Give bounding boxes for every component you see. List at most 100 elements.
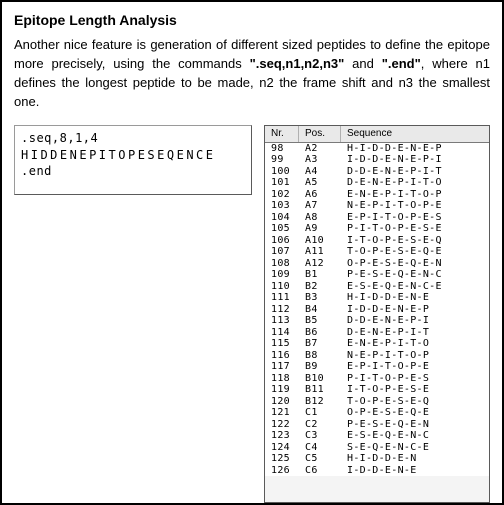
cell-nr: 98 [265, 143, 299, 155]
cell-pos: A11 [299, 246, 341, 258]
input-line-3: .end [21, 163, 245, 179]
cell-nr: 104 [265, 212, 299, 224]
cell-pos: A12 [299, 258, 341, 270]
cell-seq: N-E-P-I-T-O-P-E [341, 200, 489, 212]
cell-nr: 116 [265, 350, 299, 362]
table-row[interactable]: 109B1P-E-S-E-Q-E-N-C [265, 269, 489, 281]
cell-nr: 122 [265, 419, 299, 431]
table-row[interactable]: 104A8E-P-I-T-O-P-E-S [265, 212, 489, 224]
cell-nr: 102 [265, 189, 299, 201]
cell-seq: I-D-D-E-N-E-P-I [341, 154, 489, 166]
table-row[interactable]: 117B9E-P-I-T-O-P-E [265, 361, 489, 373]
cell-seq: H-I-D-D-E-N-E-P [341, 143, 489, 155]
table-row[interactable]: 115B7E-N-E-P-I-T-O [265, 338, 489, 350]
cell-seq: O-P-E-S-E-Q-E-N [341, 258, 489, 270]
col-header-pos[interactable]: Pos. [299, 126, 341, 142]
cell-seq: D-D-E-N-E-P-I-T [341, 166, 489, 178]
cell-pos: B3 [299, 292, 341, 304]
section-heading: Epitope Length Analysis [14, 12, 490, 28]
cell-seq: P-I-T-O-P-E-S-E [341, 223, 489, 235]
table-row[interactable]: 123C3E-S-E-Q-E-N-C [265, 430, 489, 442]
table-row[interactable]: 103A7N-E-P-I-T-O-P-E [265, 200, 489, 212]
table-row[interactable]: 114B6D-E-N-E-P-I-T [265, 327, 489, 339]
table-row[interactable]: 110B2E-S-E-Q-E-N-C-E [265, 281, 489, 293]
table-row[interactable]: 122C2P-E-S-E-Q-E-N [265, 419, 489, 431]
table-row[interactable]: 99A3I-D-D-E-N-E-P-I [265, 154, 489, 166]
cell-pos: A4 [299, 166, 341, 178]
table-row[interactable]: 108A12O-P-E-S-E-Q-E-N [265, 258, 489, 270]
cell-pos: B12 [299, 396, 341, 408]
table-row[interactable]: 119B11I-T-O-P-E-S-E [265, 384, 489, 396]
col-header-seq[interactable]: Sequence [341, 126, 489, 142]
cell-nr: 110 [265, 281, 299, 293]
cell-pos: B1 [299, 269, 341, 281]
table-row[interactable]: 121C1O-P-E-S-E-Q-E [265, 407, 489, 419]
cell-nr: 119 [265, 384, 299, 396]
cell-pos: C3 [299, 430, 341, 442]
input-line-2: HIDDENEPITOPESEQENCE [21, 147, 245, 163]
cell-seq: T-O-P-E-S-E-Q-E [341, 246, 489, 258]
cell-nr: 123 [265, 430, 299, 442]
cell-pos: C6 [299, 465, 341, 477]
cell-seq: H-I-D-D-E-N [341, 453, 489, 465]
cell-pos: A10 [299, 235, 341, 247]
table-row[interactable]: 102A6E-N-E-P-I-T-O-P [265, 189, 489, 201]
cell-pos: B2 [299, 281, 341, 293]
table-row[interactable]: 118B10P-I-T-O-P-E-S [265, 373, 489, 385]
cell-pos: C5 [299, 453, 341, 465]
output-header-row: Nr. Pos. Sequence [265, 126, 489, 143]
cell-nr: 99 [265, 154, 299, 166]
table-row[interactable]: 112B4I-D-D-E-N-E-P [265, 304, 489, 316]
cell-nr: 113 [265, 315, 299, 327]
table-row[interactable]: 111B3H-I-D-D-E-N-E [265, 292, 489, 304]
table-row[interactable]: 107A11T-O-P-E-S-E-Q-E [265, 246, 489, 258]
cell-seq: I-D-D-E-N-E [341, 465, 489, 477]
col-header-nr[interactable]: Nr. [265, 126, 299, 142]
table-row[interactable]: 125C5H-I-D-D-E-N [265, 453, 489, 465]
cell-nr: 117 [265, 361, 299, 373]
cell-nr: 103 [265, 200, 299, 212]
cell-seq: N-E-P-I-T-O-P [341, 350, 489, 362]
table-row[interactable]: 120B12T-O-P-E-S-E-Q [265, 396, 489, 408]
cell-nr: 109 [265, 269, 299, 281]
table-row[interactable]: 106A10I-T-O-P-E-S-E-Q [265, 235, 489, 247]
table-row[interactable]: 116B8N-E-P-I-T-O-P [265, 350, 489, 362]
cell-seq: E-N-E-P-I-T-O [341, 338, 489, 350]
cell-nr: 115 [265, 338, 299, 350]
cell-seq: P-I-T-O-P-E-S [341, 373, 489, 385]
input-panel: .seq,8,1,4 HIDDENEPITOPESEQENCE .end [14, 125, 252, 195]
cell-seq: I-T-O-P-E-S-E [341, 384, 489, 396]
cell-pos: C4 [299, 442, 341, 454]
para-cmd-1: ".seq,n1,n2,n3" [250, 56, 345, 71]
cell-seq: O-P-E-S-E-Q-E [341, 407, 489, 419]
cell-pos: C1 [299, 407, 341, 419]
cell-seq: E-S-E-Q-E-N-C-E [341, 281, 489, 293]
cell-nr: 105 [265, 223, 299, 235]
table-row[interactable]: 101A5D-E-N-E-P-I-T-O [265, 177, 489, 189]
intro-paragraph: Another nice feature is generation of di… [14, 36, 490, 111]
cell-nr: 101 [265, 177, 299, 189]
cell-nr: 112 [265, 304, 299, 316]
table-row[interactable]: 105A9P-I-T-O-P-E-S-E [265, 223, 489, 235]
cell-pos: B8 [299, 350, 341, 362]
cell-seq: E-N-E-P-I-T-O-P [341, 189, 489, 201]
table-row[interactable]: 113B5D-D-E-N-E-P-I [265, 315, 489, 327]
cell-pos: B4 [299, 304, 341, 316]
table-row[interactable]: 100A4D-D-E-N-E-P-I-T [265, 166, 489, 178]
cell-seq: I-D-D-E-N-E-P [341, 304, 489, 316]
table-row[interactable]: 98A2H-I-D-D-E-N-E-P [265, 143, 489, 155]
cell-nr: 100 [265, 166, 299, 178]
para-text-2: and [344, 56, 381, 71]
cell-seq: S-E-Q-E-N-C-E [341, 442, 489, 454]
cell-pos: A5 [299, 177, 341, 189]
cell-nr: 114 [265, 327, 299, 339]
table-row[interactable]: 126C6I-D-D-E-N-E [265, 465, 489, 477]
cell-seq: T-O-P-E-S-E-Q [341, 396, 489, 408]
cell-pos: B7 [299, 338, 341, 350]
cell-seq: E-P-I-T-O-P-E [341, 361, 489, 373]
cell-pos: B6 [299, 327, 341, 339]
cell-nr: 126 [265, 465, 299, 477]
content-columns: .seq,8,1,4 HIDDENEPITOPESEQENCE .end Nr.… [14, 125, 490, 503]
cell-pos: B5 [299, 315, 341, 327]
table-row[interactable]: 124C4S-E-Q-E-N-C-E [265, 442, 489, 454]
